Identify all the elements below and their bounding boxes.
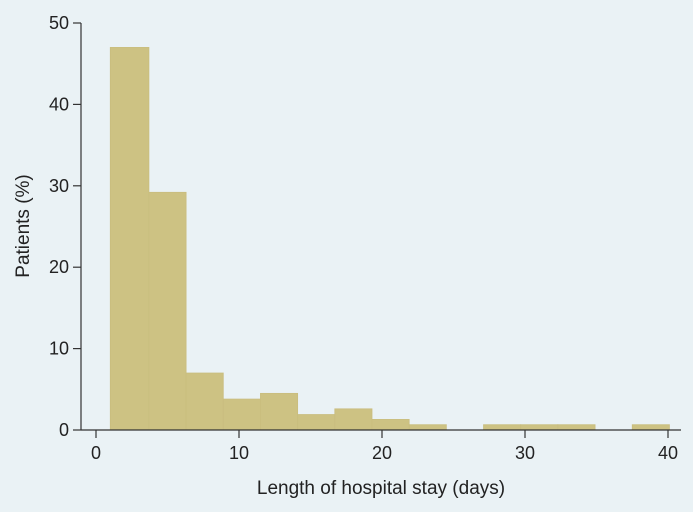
histogram-bar xyxy=(185,372,224,431)
histogram-bar xyxy=(334,408,373,431)
y-tick-label: 0 xyxy=(59,420,69,440)
histogram-bar xyxy=(109,47,150,431)
histogram-bar xyxy=(408,424,447,431)
y-tick-label: 30 xyxy=(49,176,69,196)
y-tick-label: 40 xyxy=(49,94,69,114)
y-ticks-group: 0 10 20 30 40 50 xyxy=(49,13,81,440)
x-tick-label: 20 xyxy=(372,443,392,463)
x-tick-label: 40 xyxy=(658,443,678,463)
y-axis-title: Patients (%) xyxy=(13,174,34,277)
x-ticks-group: 0 10 20 30 40 xyxy=(91,430,678,463)
y-tick-label: 10 xyxy=(49,339,69,359)
x-tick-label: 30 xyxy=(515,443,535,463)
histogram-bar xyxy=(483,424,522,431)
x-tick-label: 10 xyxy=(229,443,249,463)
y-tick-label: 20 xyxy=(49,257,69,277)
histogram-bar xyxy=(148,191,187,431)
histogram-bar xyxy=(520,424,559,431)
histogram-bar xyxy=(371,419,410,431)
histogram-bar xyxy=(222,398,261,431)
bars-group xyxy=(109,47,670,431)
y-tick-label: 50 xyxy=(49,13,69,33)
histogram-bar xyxy=(260,392,299,431)
histogram-bar xyxy=(557,424,596,431)
histogram-bar xyxy=(297,414,336,431)
x-tick-label: 0 xyxy=(91,443,101,463)
x-axis-title: Length of hospital stay (days) xyxy=(257,478,505,499)
histogram-bar xyxy=(631,424,670,431)
